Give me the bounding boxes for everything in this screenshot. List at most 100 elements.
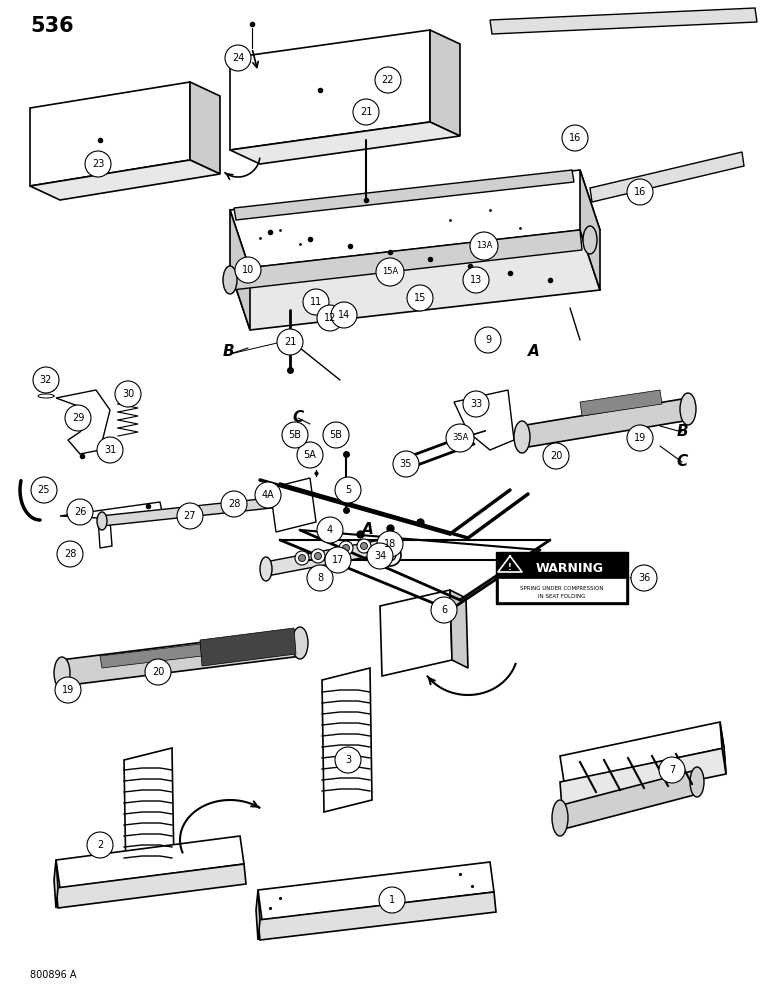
Circle shape [627,425,653,451]
Text: 13A: 13A [476,241,493,250]
Circle shape [85,151,111,177]
Polygon shape [30,160,220,200]
Polygon shape [230,230,600,330]
Polygon shape [56,390,110,454]
Text: B: B [676,424,688,440]
Polygon shape [580,170,600,290]
Polygon shape [100,498,272,526]
Circle shape [377,531,403,557]
Ellipse shape [384,549,396,561]
Text: 5B: 5B [289,430,302,440]
Ellipse shape [343,544,350,552]
Polygon shape [230,30,430,150]
Circle shape [470,232,498,260]
Circle shape [627,179,653,205]
Circle shape [87,832,113,858]
Text: 19: 19 [634,433,646,443]
Ellipse shape [292,627,308,659]
Text: 22: 22 [381,75,394,85]
Text: 7: 7 [669,765,676,775]
Circle shape [335,477,361,503]
Text: 35: 35 [400,459,412,469]
Circle shape [393,451,419,477]
Polygon shape [60,502,162,548]
Text: 34: 34 [374,551,386,561]
Circle shape [431,597,457,623]
Text: 35A: 35A [452,434,468,442]
Ellipse shape [357,539,371,553]
Ellipse shape [690,767,704,797]
Text: 31: 31 [104,445,116,455]
Circle shape [323,422,349,448]
Text: 21: 21 [360,107,372,117]
Circle shape [463,267,489,293]
Ellipse shape [583,226,597,254]
Text: WARNING: WARNING [536,562,604,574]
Polygon shape [520,398,690,448]
Text: 16: 16 [569,133,581,143]
Ellipse shape [552,800,568,836]
Text: 14: 14 [338,310,350,320]
Ellipse shape [339,541,353,555]
Text: 26: 26 [74,507,86,517]
Circle shape [282,422,308,448]
Ellipse shape [514,421,530,453]
Text: 18: 18 [384,539,396,549]
Polygon shape [560,722,724,782]
Circle shape [659,757,685,783]
Polygon shape [124,748,174,880]
Text: 19: 19 [62,685,74,695]
Circle shape [225,45,251,71]
Circle shape [335,747,361,773]
Ellipse shape [97,512,107,530]
Polygon shape [190,82,220,174]
Polygon shape [258,862,494,920]
Circle shape [407,285,433,311]
Text: 1: 1 [389,895,395,905]
Polygon shape [558,770,698,830]
Circle shape [33,367,59,393]
Polygon shape [230,170,600,270]
Text: SPRING UNDER COMPRESSION: SPRING UNDER COMPRESSION [520,585,604,590]
Text: 536: 536 [30,16,73,36]
Polygon shape [230,230,582,290]
Circle shape [543,443,569,469]
Text: 33: 33 [470,399,482,409]
Polygon shape [450,590,468,668]
Text: 25: 25 [38,485,50,495]
Circle shape [65,405,91,431]
Ellipse shape [299,554,306,562]
Text: 36: 36 [638,573,650,583]
Text: 5A: 5A [303,450,317,460]
Ellipse shape [311,549,325,563]
Ellipse shape [680,393,696,425]
Circle shape [376,258,404,286]
Text: 800896 A: 800896 A [30,970,76,980]
Polygon shape [590,152,744,202]
Text: 3: 3 [345,755,351,765]
Polygon shape [200,628,296,666]
Circle shape [57,541,83,567]
Circle shape [31,477,57,503]
Text: 8: 8 [317,573,323,583]
Polygon shape [496,552,628,604]
Circle shape [67,499,93,525]
Polygon shape [100,644,202,668]
Polygon shape [270,478,316,532]
Polygon shape [322,668,372,812]
Circle shape [463,391,489,417]
Circle shape [55,677,81,703]
Polygon shape [720,722,726,774]
Text: C: C [676,454,688,470]
Text: 11: 11 [310,297,322,307]
Text: 2: 2 [96,840,103,850]
Circle shape [375,67,401,93]
Text: IN SEAT FOLDING: IN SEAT FOLDING [538,593,586,598]
Polygon shape [498,578,626,602]
Text: !: ! [508,564,512,572]
Circle shape [367,543,393,569]
Circle shape [235,257,261,283]
Circle shape [97,437,123,463]
Polygon shape [230,210,250,330]
Text: 13: 13 [470,275,482,285]
